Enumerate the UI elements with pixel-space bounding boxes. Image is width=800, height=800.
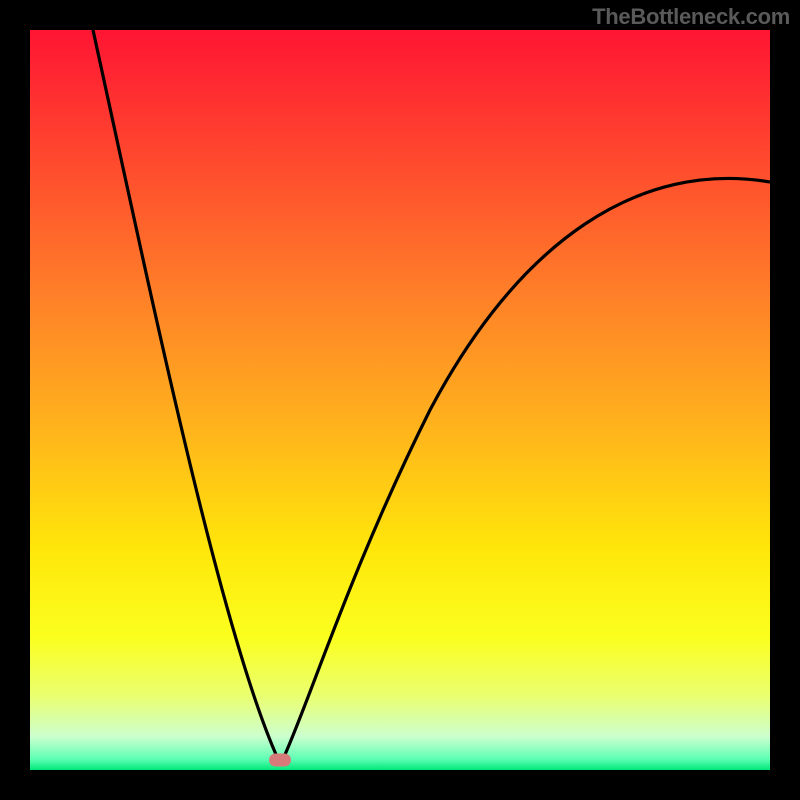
- watermark-text: TheBottleneck.com: [592, 4, 790, 30]
- chart-container: TheBottleneck.com: [0, 0, 800, 800]
- curve-layer: [30, 30, 770, 770]
- plot-area: [30, 30, 770, 770]
- bottleneck-curve: [93, 30, 770, 759]
- minimum-marker: [269, 753, 291, 766]
